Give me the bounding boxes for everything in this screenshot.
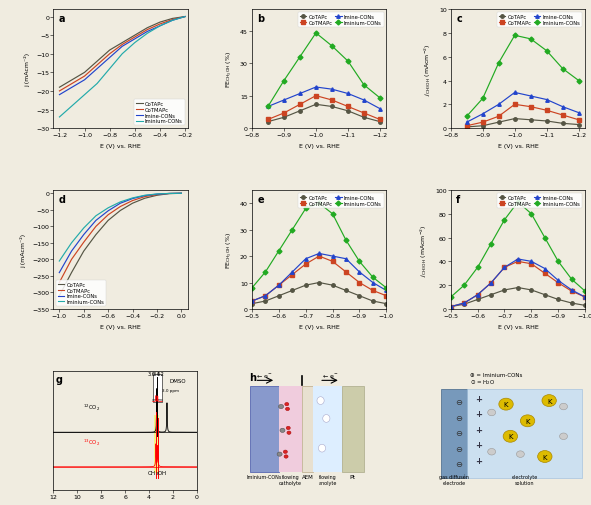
Ellipse shape [488,448,496,455]
Text: +: + [475,410,482,418]
Text: e: e [257,194,264,204]
Text: c: c [456,14,462,24]
X-axis label: E (V) vs. RHE: E (V) vs. RHE [299,324,339,329]
FancyBboxPatch shape [154,416,159,473]
Text: K: K [504,401,508,408]
X-axis label: E (V) vs. RHE: E (V) vs. RHE [299,143,339,148]
Ellipse shape [285,402,289,406]
Text: ← e$^-$: ← e$^-$ [256,371,273,379]
Y-axis label: $j_{\mathrm{CH_3OH}}$ (mAcm$^{-2}$): $j_{\mathrm{CH_3OH}}$ (mAcm$^{-2}$) [423,43,433,96]
Text: Pt: Pt [349,474,355,479]
Text: gas diffusén
electrode: gas diffusén electrode [439,474,469,485]
Text: 3.6: 3.6 [148,372,155,377]
Text: f: f [456,194,460,204]
Text: ⊖: ⊖ [455,428,462,437]
Text: flowing
anolyte: flowing anolyte [319,474,337,485]
Ellipse shape [499,398,513,410]
Y-axis label: $j_{\mathrm{CH_3OH}}$ (mAcm$^{-2}$): $j_{\mathrm{CH_3OH}}$ (mAcm$^{-2}$) [418,224,430,276]
Ellipse shape [488,410,496,416]
Ellipse shape [277,452,282,457]
Bar [152,374,162,402]
X-axis label: E (V) vs. RHE: E (V) vs. RHE [100,324,141,329]
Text: K: K [525,418,530,424]
FancyBboxPatch shape [250,386,279,472]
Ellipse shape [560,403,567,410]
Ellipse shape [283,450,287,453]
Text: Iminium-CONs: Iminium-CONs [247,474,282,479]
Y-axis label: j (mAcm⁻²): j (mAcm⁻²) [21,233,27,267]
Text: $^{12}$CO$_2$: $^{12}$CO$_2$ [83,402,100,413]
Ellipse shape [319,444,326,452]
Text: K: K [543,453,547,460]
Text: a: a [59,14,65,24]
X-axis label: E (V) vs. RHE: E (V) vs. RHE [100,143,141,148]
Ellipse shape [538,450,552,463]
Text: AEM: AEM [302,474,313,479]
Text: ⊕ = Iminium-CONs: ⊕ = Iminium-CONs [470,372,522,377]
FancyBboxPatch shape [441,389,467,478]
Text: +: + [475,425,482,434]
Text: b: b [257,14,265,24]
Ellipse shape [521,415,535,427]
FancyBboxPatch shape [313,386,342,472]
Text: ⊖: ⊖ [455,444,462,453]
Ellipse shape [286,426,290,430]
Text: 3.2: 3.2 [157,372,164,377]
Text: g: g [56,375,63,385]
Text: ⊖: ⊖ [455,397,462,407]
FancyBboxPatch shape [342,386,363,472]
Text: DMSO: DMSO [170,378,186,383]
FancyBboxPatch shape [467,389,582,478]
Legend: CoTAPc, CoTMAPc, Imine-CONs, Iminium-CONs: CoTAPc, CoTMAPc, Imine-CONs, Iminium-CON… [298,13,384,28]
Text: K: K [547,398,551,404]
Text: flowing
catholyte: flowing catholyte [279,474,302,485]
Ellipse shape [560,433,567,440]
Ellipse shape [517,451,524,458]
Ellipse shape [278,405,284,409]
X-axis label: E (V) vs. RHE: E (V) vs. RHE [498,143,538,148]
Y-axis label: $\mathrm{FE_{CH_3OH}}$ (%): $\mathrm{FE_{CH_3OH}}$ (%) [225,231,235,269]
Y-axis label: j (mAcm⁻²): j (mAcm⁻²) [24,53,30,86]
Text: 3.0 ppm: 3.0 ppm [162,388,179,392]
Legend: CoTAPc, CoTMAPc, Imine-CONs, Iminium-CONs: CoTAPc, CoTMAPc, Imine-CONs, Iminium-CON… [298,193,384,208]
Text: d: d [59,194,66,204]
Text: +: + [475,394,482,403]
Text: +: + [475,440,482,449]
Ellipse shape [285,408,290,411]
Legend: CoTAPc, CoTMAPc, Imine-CONs, Iminium-CONs: CoTAPc, CoTMAPc, Imine-CONs, Iminium-CON… [496,193,583,208]
FancyBboxPatch shape [302,386,313,472]
Text: CH$_3$OH: CH$_3$OH [147,468,167,477]
Text: ← e$^-$: ← e$^-$ [322,371,339,379]
FancyBboxPatch shape [279,386,302,472]
Ellipse shape [323,415,330,423]
Text: K: K [508,433,512,439]
Ellipse shape [287,431,291,434]
X-axis label: E (V) vs. RHE: E (V) vs. RHE [498,324,538,329]
Legend: CoTAPc, CoTMAPc, Imine-CONs, Iminium-CONs: CoTAPc, CoTMAPc, Imine-CONs, Iminium-CON… [56,280,106,307]
Ellipse shape [280,428,285,433]
Text: ⊖: ⊖ [455,413,462,422]
Text: +: + [475,456,482,465]
Ellipse shape [503,430,518,442]
Ellipse shape [542,395,556,407]
Y-axis label: $\mathrm{FE_{CH_3OH}}$ (%): $\mathrm{FE_{CH_3OH}}$ (%) [225,51,235,88]
Legend: CoTAPc, CoTMAPc, Imine-CONs, Iminium-CONs: CoTAPc, CoTMAPc, Imine-CONs, Iminium-CON… [134,99,185,126]
Text: $^{13}$CO$_2$: $^{13}$CO$_2$ [83,437,100,447]
Text: ⊙ = H$_2$O: ⊙ = H$_2$O [470,377,495,386]
Ellipse shape [284,455,288,458]
Text: electrolyte
solution: electrolyte solution [512,474,538,485]
Text: h: h [249,372,256,382]
Legend: CoTAPc, CoTMAPc, Imine-CONs, Iminium-CONs: CoTAPc, CoTMAPc, Imine-CONs, Iminium-CON… [496,13,583,28]
Ellipse shape [317,397,324,405]
Text: ⊖: ⊖ [455,459,462,468]
Text: 3.4: 3.4 [153,372,161,377]
